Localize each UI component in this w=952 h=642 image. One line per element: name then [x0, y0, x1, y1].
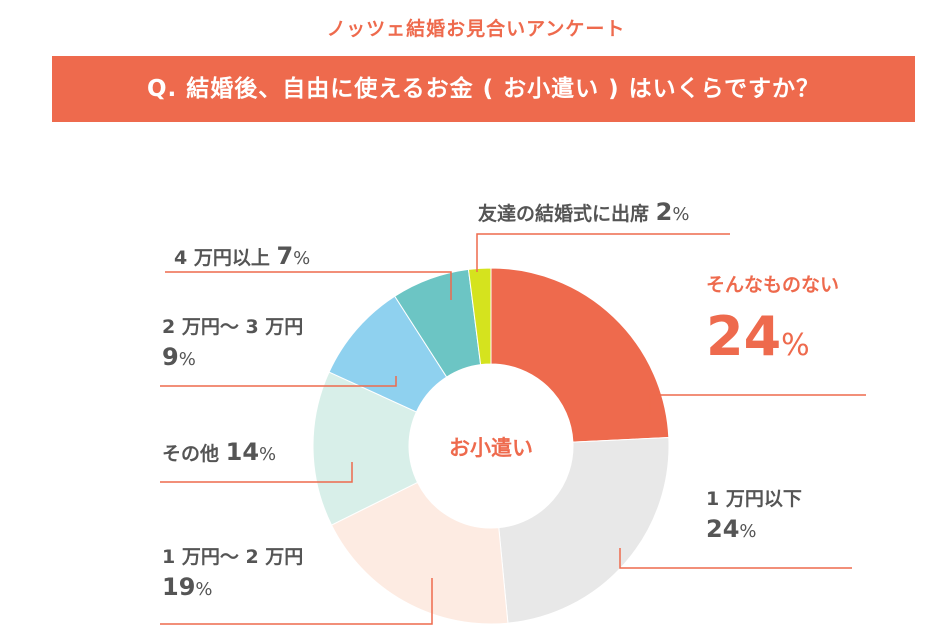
label-wedding-unit: %: [672, 204, 690, 225]
label-1to2man-value: 19: [162, 572, 196, 601]
label-under-1man: 1 万円以下 24%: [706, 486, 802, 546]
label-2to3man-name: 2 万円〜 3 万円: [162, 316, 304, 338]
label-2to3man-unit: %: [178, 348, 196, 370]
label-under-1man-name: 1 万円以下: [706, 488, 802, 510]
leader-over-4man: [165, 271, 452, 300]
label-wedding-name: 友達の結婚式に出席: [478, 203, 650, 225]
chart-center-label: お小遣い: [449, 436, 533, 460]
label-under-1man-value: 24: [706, 514, 740, 543]
label-none-value: 24: [706, 304, 782, 368]
label-other-unit: %: [259, 444, 277, 465]
label-wedding-value: 2: [655, 198, 673, 226]
label-other: その他 14%: [162, 436, 276, 470]
leader-under-1man: [619, 548, 852, 569]
slice-other: [312, 371, 419, 526]
label-over-4man-unit: %: [293, 248, 311, 269]
label-1to2man-name: 1 万円〜 2 万円: [162, 546, 304, 568]
label-2to3man-value-line: 9%: [162, 341, 303, 375]
label-1to2man-unit: %: [195, 578, 213, 600]
leader-2to3man: [160, 376, 397, 387]
label-over-4man-name: 4 万円以上: [174, 247, 270, 269]
leader-wedding: [476, 233, 730, 272]
label-under-1man-value-line: 24%: [706, 513, 802, 547]
slice-none: [490, 267, 670, 443]
label-other-value: 14: [225, 438, 260, 466]
label-other-name: その他: [162, 443, 220, 465]
leader-none: [649, 394, 866, 415]
label-1to2man-value-line: 19%: [162, 571, 303, 605]
label-none-value-line: 24%: [706, 299, 839, 375]
label-over-4man: 4 万円以上 7%: [174, 240, 310, 274]
label-wedding: 友達の結婚式に出席 2%: [478, 196, 689, 230]
label-1to2man: 1 万円〜 2 万円 19%: [162, 544, 303, 604]
question-text: Q. 結婚後、自由に使えるお金 ( お小遣い ) はいくらですか？: [147, 76, 820, 102]
label-over-4man-value: 7: [276, 242, 294, 270]
slice-under-1man: [498, 437, 670, 624]
leader-1to2man: [160, 578, 433, 625]
question-banner: Q. 結婚後、自由に使えるお金 ( お小遣い ) はいくらですか？: [52, 56, 915, 122]
label-2to3man-value: 9: [162, 342, 179, 371]
slice-wedding: [467, 267, 492, 366]
leader-other: [160, 462, 353, 483]
label-2to3man: 2 万円〜 3 万円 9%: [162, 314, 303, 374]
label-none: そんなものない 24%: [706, 272, 839, 374]
label-none-name: そんなものない: [706, 274, 840, 296]
survey-subtitle: ノッツェ結婚お見合いアンケート: [326, 18, 626, 40]
slice-1to2man: [330, 481, 509, 625]
label-under-1man-unit: %: [739, 520, 757, 542]
label-none-unit: %: [781, 327, 810, 363]
